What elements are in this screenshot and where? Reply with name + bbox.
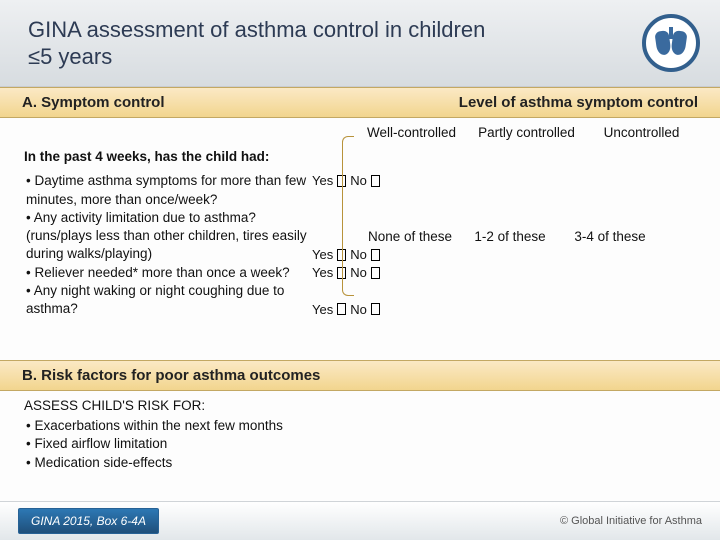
q4-yn: Yes No — [312, 301, 382, 319]
level-columns: Well-controlled Partly controlled Uncont… — [354, 124, 700, 142]
lungs-icon — [654, 27, 688, 59]
section-b-band: B. Risk factors for poor asthma outcomes — [0, 360, 720, 391]
slide-header: GINA assessment of asthma control in chi… — [0, 0, 720, 87]
checkbox-icon[interactable] — [337, 303, 346, 315]
reference-chip: GINA 2015, Box 6-4A — [18, 508, 159, 534]
checkbox-icon[interactable] — [371, 249, 380, 261]
section-b-heading: B. Risk factors for poor asthma outcomes — [22, 367, 320, 384]
gina-logo — [642, 14, 700, 72]
col-well: Well-controlled — [354, 124, 469, 142]
col-partly: Partly controlled — [469, 124, 584, 142]
level-values: None of these 1-2 of these 3-4 of these — [360, 228, 660, 246]
level-heading: Level of asthma symptom control — [459, 94, 698, 111]
checkbox-icon[interactable] — [371, 303, 380, 315]
val-well: None of these — [360, 228, 460, 246]
risk-1: Exacerbations within the next few months — [26, 417, 700, 435]
section-a-body: Well-controlled Partly controlled Uncont… — [0, 118, 720, 360]
q1: Daytime asthma symptoms for more than fe… — [26, 172, 312, 208]
risk-3: Medication side-effects — [26, 454, 700, 472]
slide-footer: GINA 2015, Box 6-4A © Global Initiative … — [0, 501, 720, 540]
slide-title: GINA assessment of asthma control in chi… — [28, 16, 488, 71]
q4: Any night waking or night coughing due t… — [26, 282, 312, 318]
section-a-band: A. Symptom control Level of asthma sympt… — [0, 87, 720, 118]
section-a-heading: A. Symptom control — [22, 94, 165, 111]
risk-2: Fixed airflow limitation — [26, 435, 700, 453]
val-uncontrolled: 3-4 of these — [560, 228, 660, 246]
val-partly: 1-2 of these — [460, 228, 560, 246]
section-b-body: ASSESS CHILD'S RISK FOR: Exacerbations w… — [0, 391, 720, 476]
checkbox-icon[interactable] — [371, 267, 380, 279]
assess-lead: ASSESS CHILD'S RISK FOR: — [24, 397, 700, 415]
bracket-icon — [342, 136, 354, 296]
q3: Reliever needed* more than once a week? — [26, 264, 312, 282]
col-uncontrolled: Uncontrolled — [584, 124, 699, 142]
checkbox-icon[interactable] — [371, 175, 380, 187]
past-4-weeks: In the past 4 weeks, has the child had: — [24, 148, 700, 166]
copyright: © Global Initiative for Asthma — [560, 515, 702, 527]
q2: Any activity limitation due to asthma? (… — [26, 209, 312, 264]
